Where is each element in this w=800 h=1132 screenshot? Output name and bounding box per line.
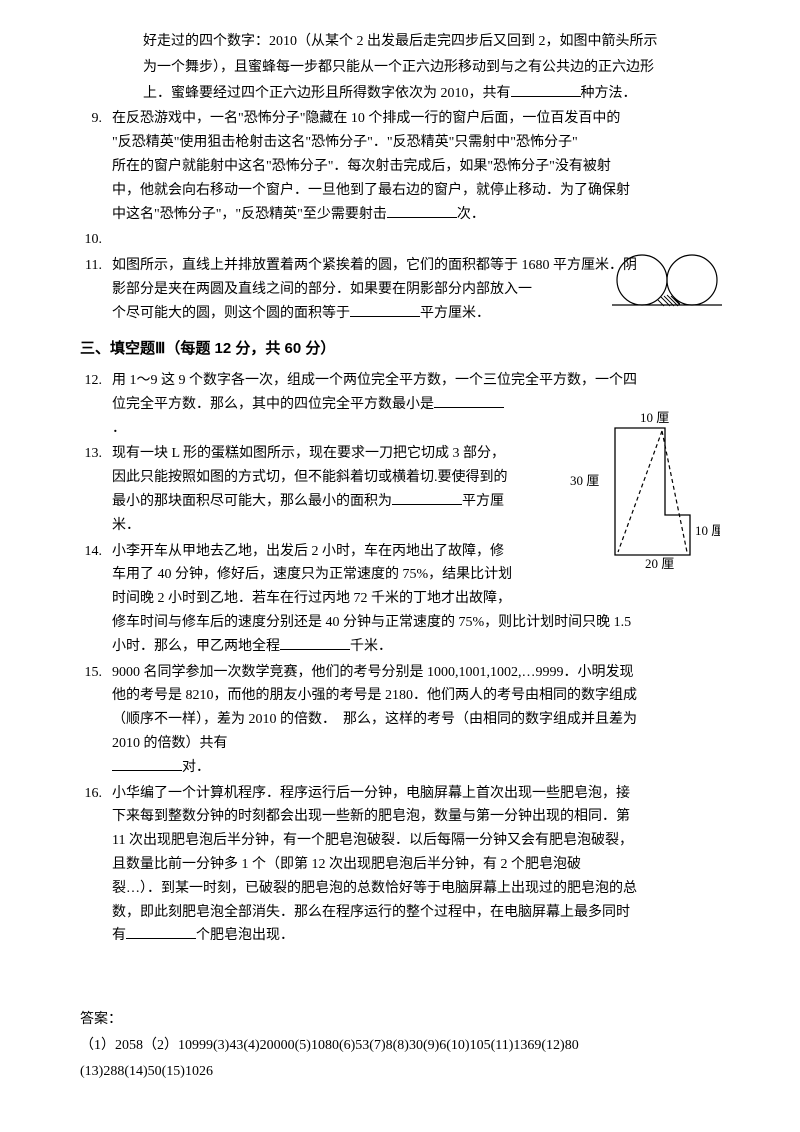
text: 数，即此刻肥皂泡全部消失．那么在程序运行的整个过程中，在电脑屏幕上最多同时 (112, 901, 715, 925)
blank (350, 303, 420, 317)
blank (280, 636, 350, 650)
text: 11 次出现肥皂泡后半分钟，有一个肥皂泡破裂．以后每隔一分钟又会有肥皂泡破裂， (112, 829, 715, 853)
text: 最小的那块面积尽可能大，那么最小的面积为 (112, 494, 392, 509)
text: 千米． (350, 639, 392, 654)
question-16: 16. 小华编了一个计算机程序．程序运行后一分钟，电脑屏幕上首次出现一些肥皂泡，… (80, 782, 715, 949)
text: 对． (182, 760, 210, 775)
dim-bottom: 20 厘 (645, 556, 674, 570)
continuation-line: 为一个舞步），且蜜蜂每一步都只能从一个正六边形移动到与之有公共边的正六边形 (80, 56, 715, 80)
question-number: 14. (80, 540, 112, 659)
answers-title: 答案： (80, 1008, 715, 1032)
text: 上．蜜蜂要经过四个正六边形且所得数字依次为 2010，共有 (143, 86, 511, 101)
question-number: 12. (80, 369, 112, 440)
dim-right: 10 厘 (695, 523, 720, 538)
two-circles-figure (612, 250, 722, 310)
section-3-title: 三、填空题Ⅲ（每题 12 分，共 60 分） (80, 336, 715, 362)
question-number: 13. (80, 442, 112, 537)
question-10: 10. (80, 228, 715, 252)
text: 2010 的倍数）共有 (112, 732, 715, 756)
text: 位完全平方数．那么，其中的四位完全平方数最小是 (112, 397, 434, 412)
text: 种方法． (581, 86, 637, 101)
answers-block: 答案： （1）2058（2）10999(3)43(4)20000(5)1080(… (80, 1008, 715, 1083)
text: "反恐精英"使用狙击枪射击这名"恐怖分子"．"反恐精英"只需射中"恐怖分子" (112, 131, 715, 155)
text: 时间晚 2 小时到乙地．若车在行过丙地 72 千米的丁地才出故障， (112, 587, 715, 611)
continuation-line: 好走过的四个数字：2010（从某个 2 出发最后走完四步后又回到 2，如图中箭头… (80, 30, 715, 54)
continuation-line: 上．蜜蜂要经过四个正六边形且所得数字依次为 2010，共有 种方法． (80, 82, 715, 106)
blank (126, 925, 196, 939)
text: 中这名"恐怖分子"，"反恐精英"至少需要射击 (112, 207, 387, 222)
text: 且数量比前一分钟多 1 个（即第 12 次出现肥皂泡后半分钟，有 2 个肥皂泡破 (112, 853, 715, 877)
text: 在反恐游戏中，一名"恐怖分子"隐藏在 10 个排成一行的窗户后面，一位百发百中的 (112, 107, 715, 131)
text: 中这名"恐怖分子"，"反恐精英"至少需要射击 次． (112, 203, 715, 227)
answers-line: (13)288(14)50(15)1026 (80, 1060, 715, 1084)
text: 下来每到整数分钟的时刻都会出现一些新的肥皂泡，数量与第一分钟出现的相同．第 (112, 805, 715, 829)
text: 所在的窗户就能射中这名"恐怖分子"．每次射击完成后，如果"恐怖分子"没有被射 (112, 155, 715, 179)
question-15: 15. 9000 名同学参加一次数学竞赛，他们的考号分别是 1000,1001,… (80, 661, 715, 780)
text: 小时．那么，甲乙两地全程 (112, 639, 280, 654)
text: 用 1～9 这 9 个数字各一次，组成一个两位完全平方数，一个三位完全平方数，一… (112, 369, 715, 393)
blank (387, 204, 457, 218)
question-number: 9. (80, 107, 112, 226)
text: 小时．那么，甲乙两地全程 千米． (112, 635, 715, 659)
question-body: 小华编了一个计算机程序．程序运行后一分钟，电脑屏幕上首次出现一些肥皂泡，接 下来… (112, 782, 715, 949)
text: 平方厘 (462, 494, 504, 509)
text: 平方厘米． (420, 306, 490, 321)
text: 修车时间与修车后的速度分别还是 40 分钟与正常速度的 75%，则比计划时间只晚… (112, 611, 715, 635)
text: 个尽可能大的圆，则这个圆的面积等于 (112, 306, 350, 321)
text: 9000 名同学参加一次数学竞赛，他们的考号分别是 1000,1001,1002… (112, 661, 715, 685)
text: 有 (112, 928, 126, 943)
text: 小华编了一个计算机程序．程序运行后一分钟，电脑屏幕上首次出现一些肥皂泡，接 (112, 782, 715, 806)
dim-left: 30 厘 (570, 473, 599, 488)
question-body: 在反恐游戏中，一名"恐怖分子"隐藏在 10 个排成一行的窗户后面，一位百发百中的… (112, 107, 715, 226)
text: 有 个肥皂泡出现． (112, 924, 715, 948)
question-number: 10. (80, 228, 112, 252)
text: 裂…）．到某一时刻，已破裂的肥皂泡的总数恰好等于电脑屏幕上出现过的肥皂泡的总 (112, 877, 715, 901)
answers-line: （1）2058（2）10999(3)43(4)20000(5)1080(6)53… (80, 1034, 715, 1058)
text: （顺序不一样），差为 2010 的倍数． 那么，这样的考号（由相同的数字组成并且… (112, 708, 715, 732)
l-shape-figure: 10 厘 30 厘 10 厘 20 厘 (570, 410, 720, 579)
blank (112, 757, 182, 771)
blank (434, 394, 504, 408)
dim-top: 10 厘 (640, 410, 669, 425)
question-number: 16. (80, 782, 112, 949)
question-9: 9. 在反恐游戏中，一名"恐怖分子"隐藏在 10 个排成一行的窗户后面，一位百发… (80, 107, 715, 226)
text: 次． (457, 207, 485, 222)
text: 中，他就会向右移动一个窗户．一旦他到了最右边的窗户，就停止移动．为了确保射 (112, 179, 715, 203)
text: 个肥皂泡出现． (196, 928, 294, 943)
text: 他的考号是 8210，而他的朋友小强的考号是 2180．他们两人的考号由相同的数… (112, 684, 715, 708)
question-number: 15. (80, 661, 112, 780)
blank (511, 83, 581, 97)
question-body: 9000 名同学参加一次数学竞赛，他们的考号分别是 1000,1001,1002… (112, 661, 715, 780)
question-body (112, 228, 715, 252)
blank (392, 491, 462, 505)
text: 对． (112, 756, 715, 780)
question-number: 11. (80, 254, 112, 325)
